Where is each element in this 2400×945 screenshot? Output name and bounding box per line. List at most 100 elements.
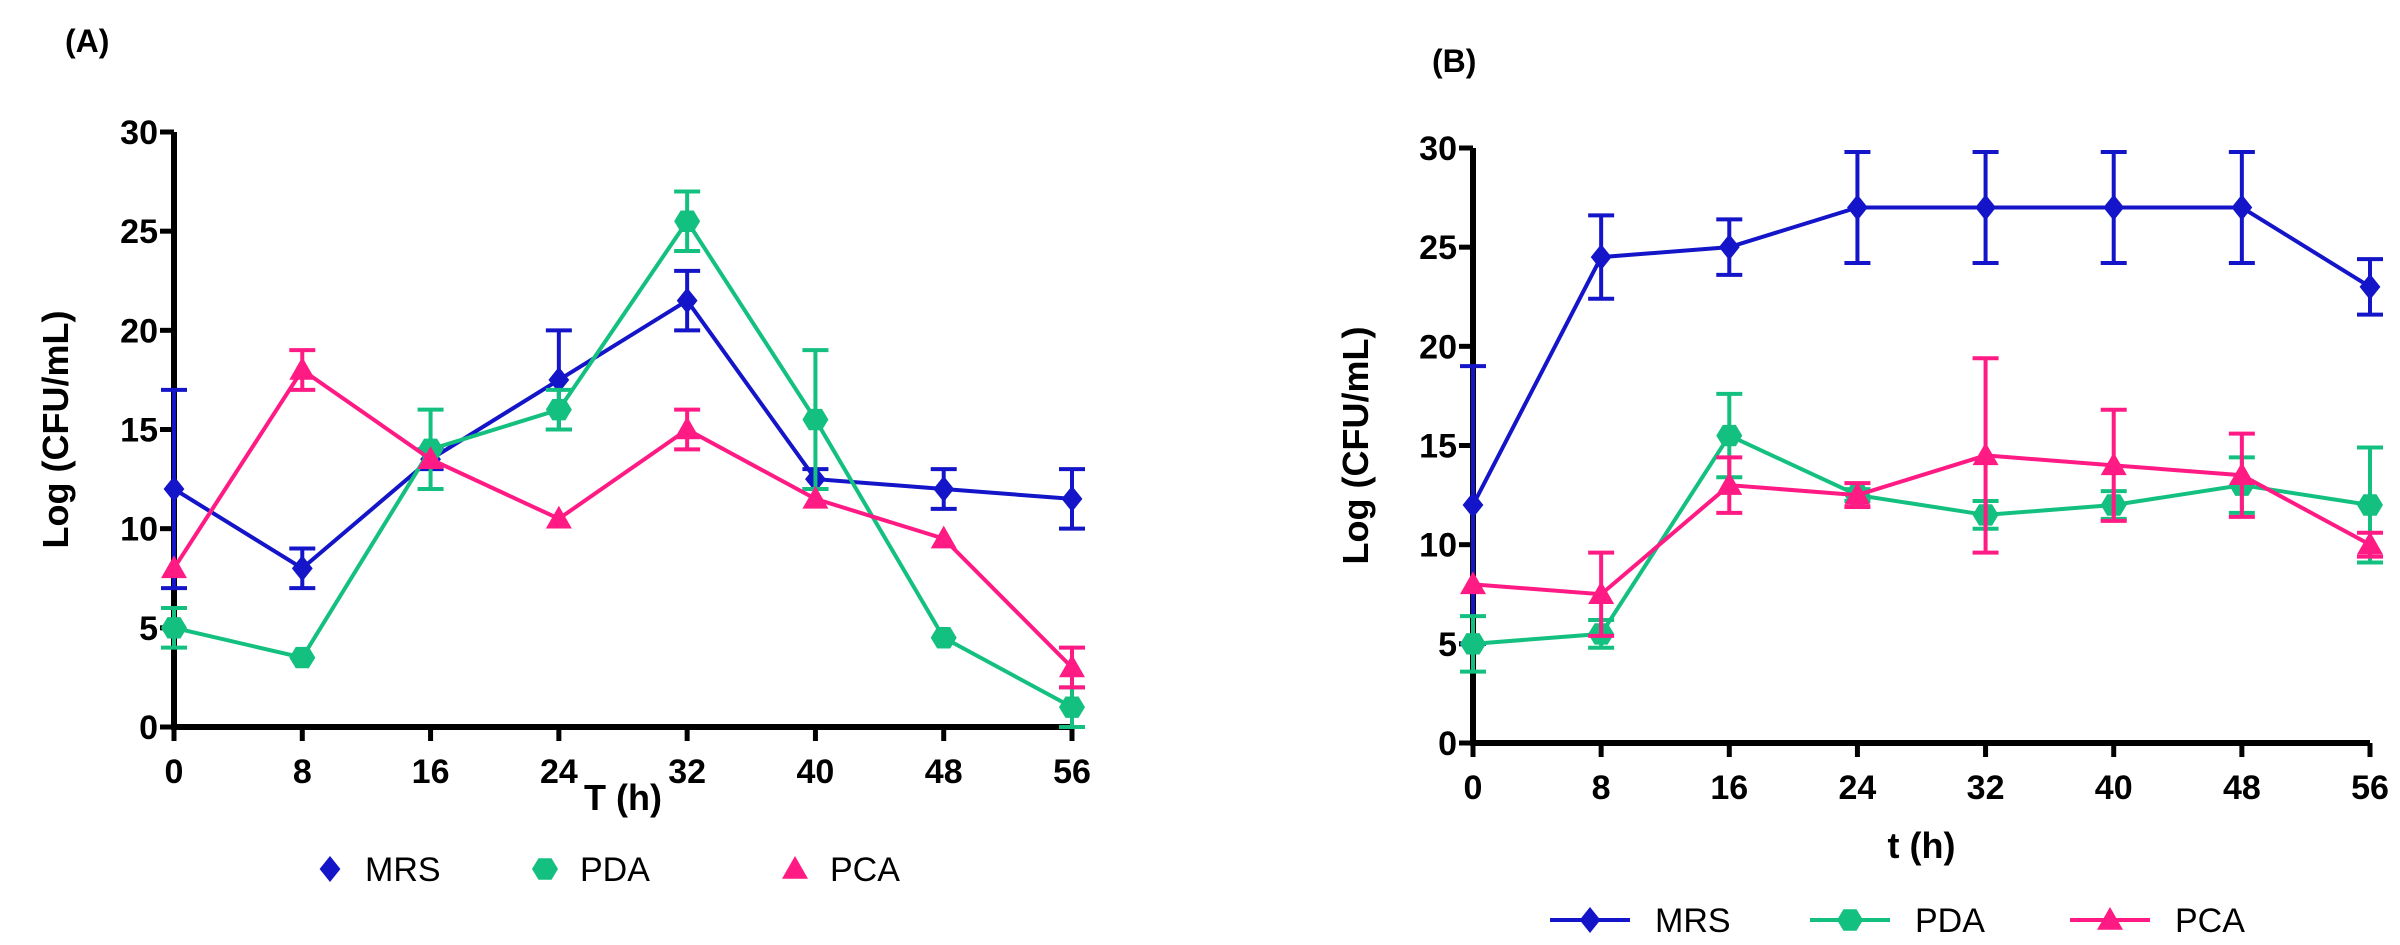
mrs-point xyxy=(1462,492,1484,518)
y-tick-label: 10 xyxy=(120,511,158,549)
legend-label: MRS xyxy=(365,851,441,889)
y-tick-label: 10 xyxy=(1419,527,1457,565)
pda-point xyxy=(289,646,316,669)
pda-point xyxy=(161,617,187,639)
x-axis-label: T (h) xyxy=(584,777,662,818)
x-tick-label: 8 xyxy=(293,753,312,791)
panel-label: (A) xyxy=(65,23,109,59)
mrs-point xyxy=(676,287,698,314)
x-tick-label: 56 xyxy=(1053,753,1091,791)
panel-a: (A) 0 5 10 15 20 25 30 0 8 16 24 32 40 48 56 T (h) Log (C… xyxy=(35,23,1091,889)
legend-label: PCA xyxy=(830,851,900,889)
pca-point xyxy=(2100,452,2127,476)
pca-point xyxy=(1588,581,1615,604)
pda-point xyxy=(1460,633,1486,655)
x-tick-label: 0 xyxy=(165,753,184,791)
pda-point xyxy=(1716,424,1743,447)
legend-item-mrs: MRS xyxy=(319,851,441,889)
pda-line xyxy=(173,217,1073,709)
mrs-point xyxy=(2359,273,2381,300)
pda-point xyxy=(1059,696,1085,718)
x-tick-label: 32 xyxy=(668,753,706,791)
pca-line xyxy=(1472,453,2371,597)
mrs-point xyxy=(1847,194,1868,221)
pca-point xyxy=(802,485,829,509)
pca-point xyxy=(930,525,957,549)
mrs-point xyxy=(291,555,313,582)
legend-label: PCA xyxy=(2175,902,2245,940)
y-tick-label: 20 xyxy=(120,312,158,350)
y-tick-label: 15 xyxy=(1419,428,1457,466)
pca-point xyxy=(417,446,444,469)
y-tick-label: 25 xyxy=(120,213,158,251)
x-tick-label: 8 xyxy=(1592,769,1611,807)
legend-label: PDA xyxy=(1915,902,1985,940)
x-tick-label: 48 xyxy=(925,753,963,791)
x-tick-label: 32 xyxy=(1967,769,2005,807)
y-axis-label: Log (CFU/mL) xyxy=(1335,327,1376,565)
mrs-point xyxy=(933,476,955,502)
x-tick-label: 40 xyxy=(797,753,835,791)
mrs-point xyxy=(2103,194,2125,221)
pca-point xyxy=(1844,482,1871,505)
mrs-legend-marker xyxy=(1579,907,1601,933)
x-tick-label: 40 xyxy=(2095,769,2133,807)
legend-label: MRS xyxy=(1655,902,1731,940)
panel-b: (B) 0 5 10 15 20 25 30 0 8 16 24 32 40 48 56 t (h) Log (C… xyxy=(1335,43,2389,940)
y-tick-label: 20 xyxy=(1419,328,1457,366)
mrs-point xyxy=(2231,194,2253,221)
pca-point xyxy=(2357,531,2383,555)
series-pca xyxy=(161,348,1085,690)
pca-point xyxy=(674,416,701,440)
y-tick-label: 0 xyxy=(1438,725,1457,763)
mrs-legend-marker xyxy=(319,856,341,882)
mrs-point xyxy=(163,476,185,502)
mrs-line xyxy=(1471,205,2372,506)
pca-point xyxy=(1460,571,1486,595)
pda-line xyxy=(1472,433,2371,646)
mrs-point xyxy=(1718,234,1740,261)
y-tick-label: 0 xyxy=(139,709,158,747)
pca-point xyxy=(1059,654,1085,678)
mrs-point xyxy=(1061,485,1083,512)
x-tick-label: 48 xyxy=(2223,769,2261,807)
pda-point xyxy=(674,210,701,232)
legend-label: PDA xyxy=(580,851,650,889)
y-tick-label: 30 xyxy=(1419,130,1457,168)
mrs-line xyxy=(172,297,1073,571)
pda-legend-marker xyxy=(532,858,558,880)
x-axis-label: t (h) xyxy=(1888,825,1956,866)
y-tick-label: 30 xyxy=(120,114,158,152)
x-tick-label: 16 xyxy=(412,753,450,791)
pda-point xyxy=(545,398,572,421)
pca-point xyxy=(2228,462,2255,485)
x-tick-label: 0 xyxy=(1464,769,1483,807)
pca-point xyxy=(289,357,316,380)
mrs-point xyxy=(1590,244,1612,271)
legend-item-pda: PDA xyxy=(532,851,650,889)
x-tick-label: 56 xyxy=(2351,769,2389,807)
legend-item-pca: PCA xyxy=(782,851,900,889)
pda-point xyxy=(930,627,957,649)
pda-point xyxy=(2357,494,2383,516)
pca-point xyxy=(545,505,572,529)
mrs-point xyxy=(1975,194,1996,221)
y-tick-label: 25 xyxy=(1419,229,1457,267)
legend-item-mrs: MRS xyxy=(1550,902,1731,940)
y-tick-label: 5 xyxy=(1438,626,1457,664)
y-tick-label: 5 xyxy=(139,610,158,648)
y-axis-label: Log (CFU/mL) xyxy=(35,311,76,549)
legend-item-pda: PDA xyxy=(1810,902,1985,940)
pca-point xyxy=(161,555,187,579)
pda-legend-marker xyxy=(1837,909,1863,931)
pca-legend-marker xyxy=(2097,907,2123,930)
series-pca xyxy=(1460,356,2383,638)
pca-line xyxy=(172,367,1074,669)
x-tick-label: 24 xyxy=(1839,769,1877,807)
series-mrs xyxy=(1460,149,2383,646)
y-tick-label: 15 xyxy=(120,412,158,450)
pca-legend-marker xyxy=(782,856,808,879)
pda-point xyxy=(802,408,829,431)
series-pda xyxy=(161,189,1085,729)
